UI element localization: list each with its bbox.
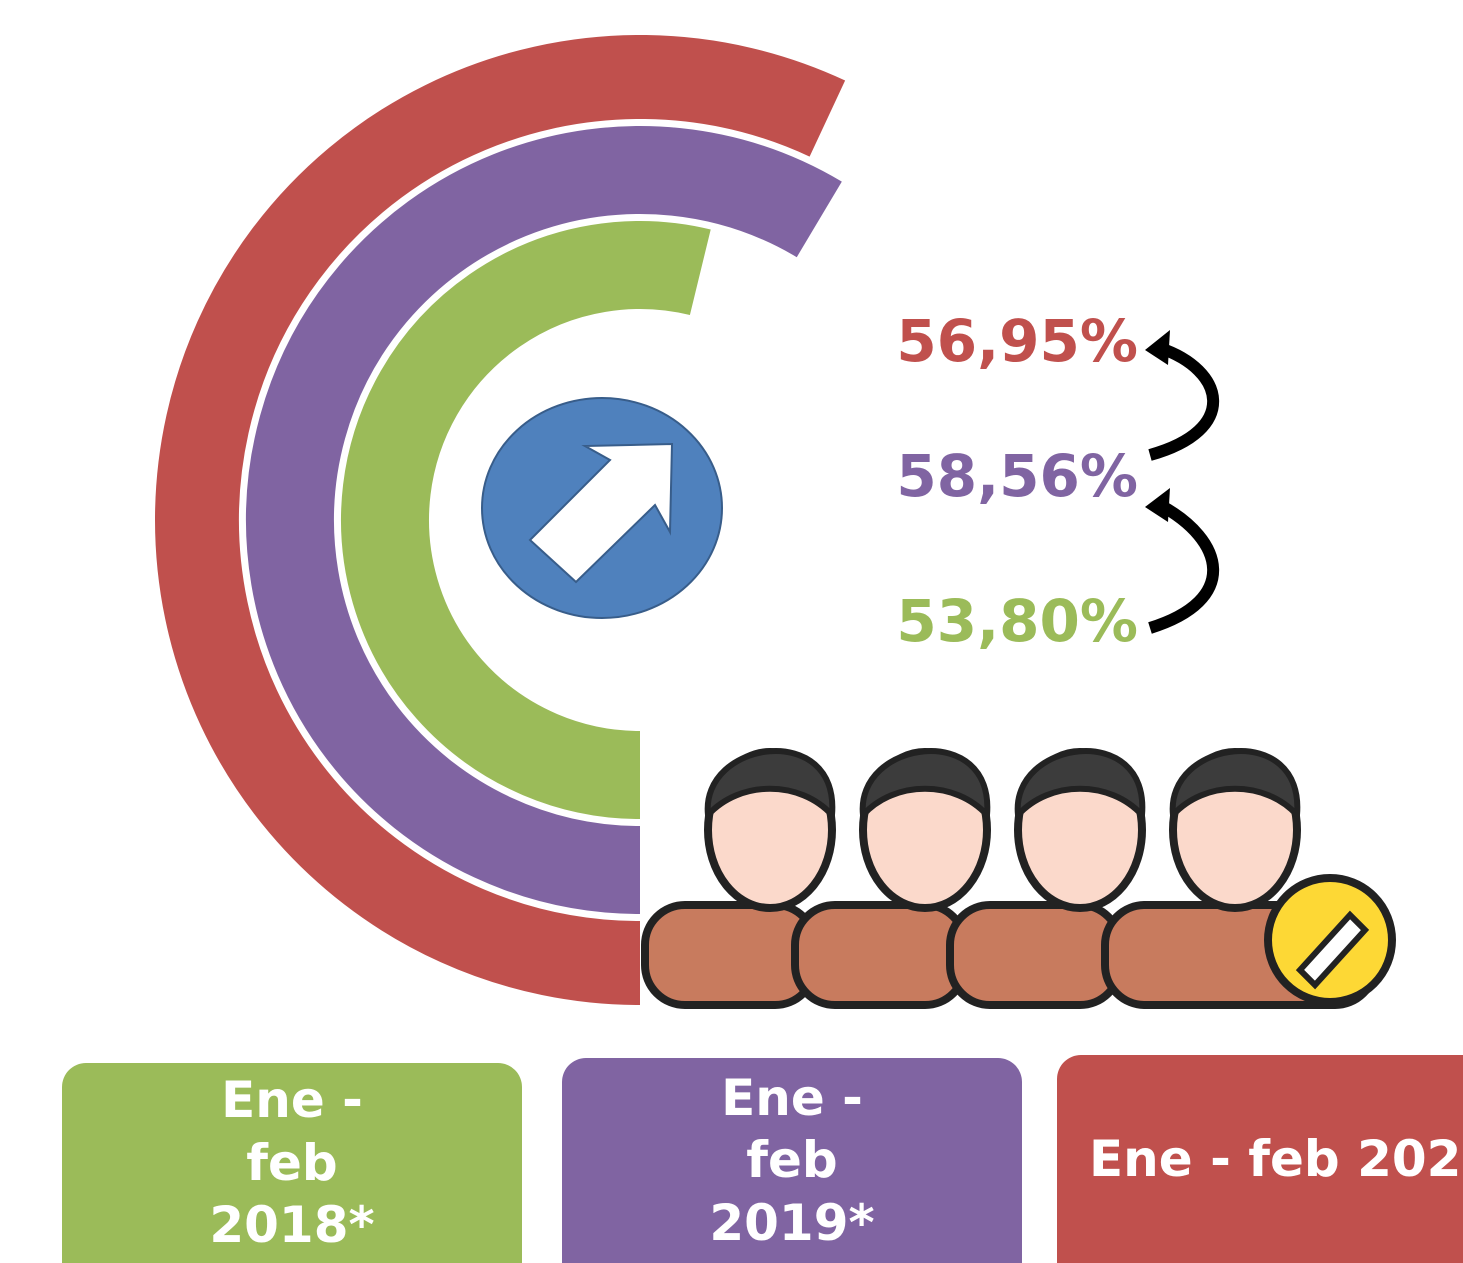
infographic: 53,80%58,56%56,95% Ene - feb 2018*Ene - … <box>0 0 1463 1263</box>
value-labels: 53,80% 58,56% 56,95% <box>896 307 1138 655</box>
trend-arrow <box>1150 505 1213 628</box>
value-label: 53,80% <box>896 587 1138 655</box>
value-label: 58,56% <box>896 442 1138 510</box>
category-label: Ene - feb 2020 <box>1057 1055 1463 1263</box>
value-label: 56,95% <box>896 307 1138 375</box>
category-label: Ene - feb 2019* <box>562 1058 1022 1263</box>
category-label: Ene - feb 2018* <box>62 1063 522 1263</box>
trend-arrow-head <box>1145 330 1170 365</box>
trend-arrow-head <box>1145 488 1170 522</box>
trend-arrow <box>1150 348 1213 455</box>
people-icon <box>640 725 1392 1005</box>
